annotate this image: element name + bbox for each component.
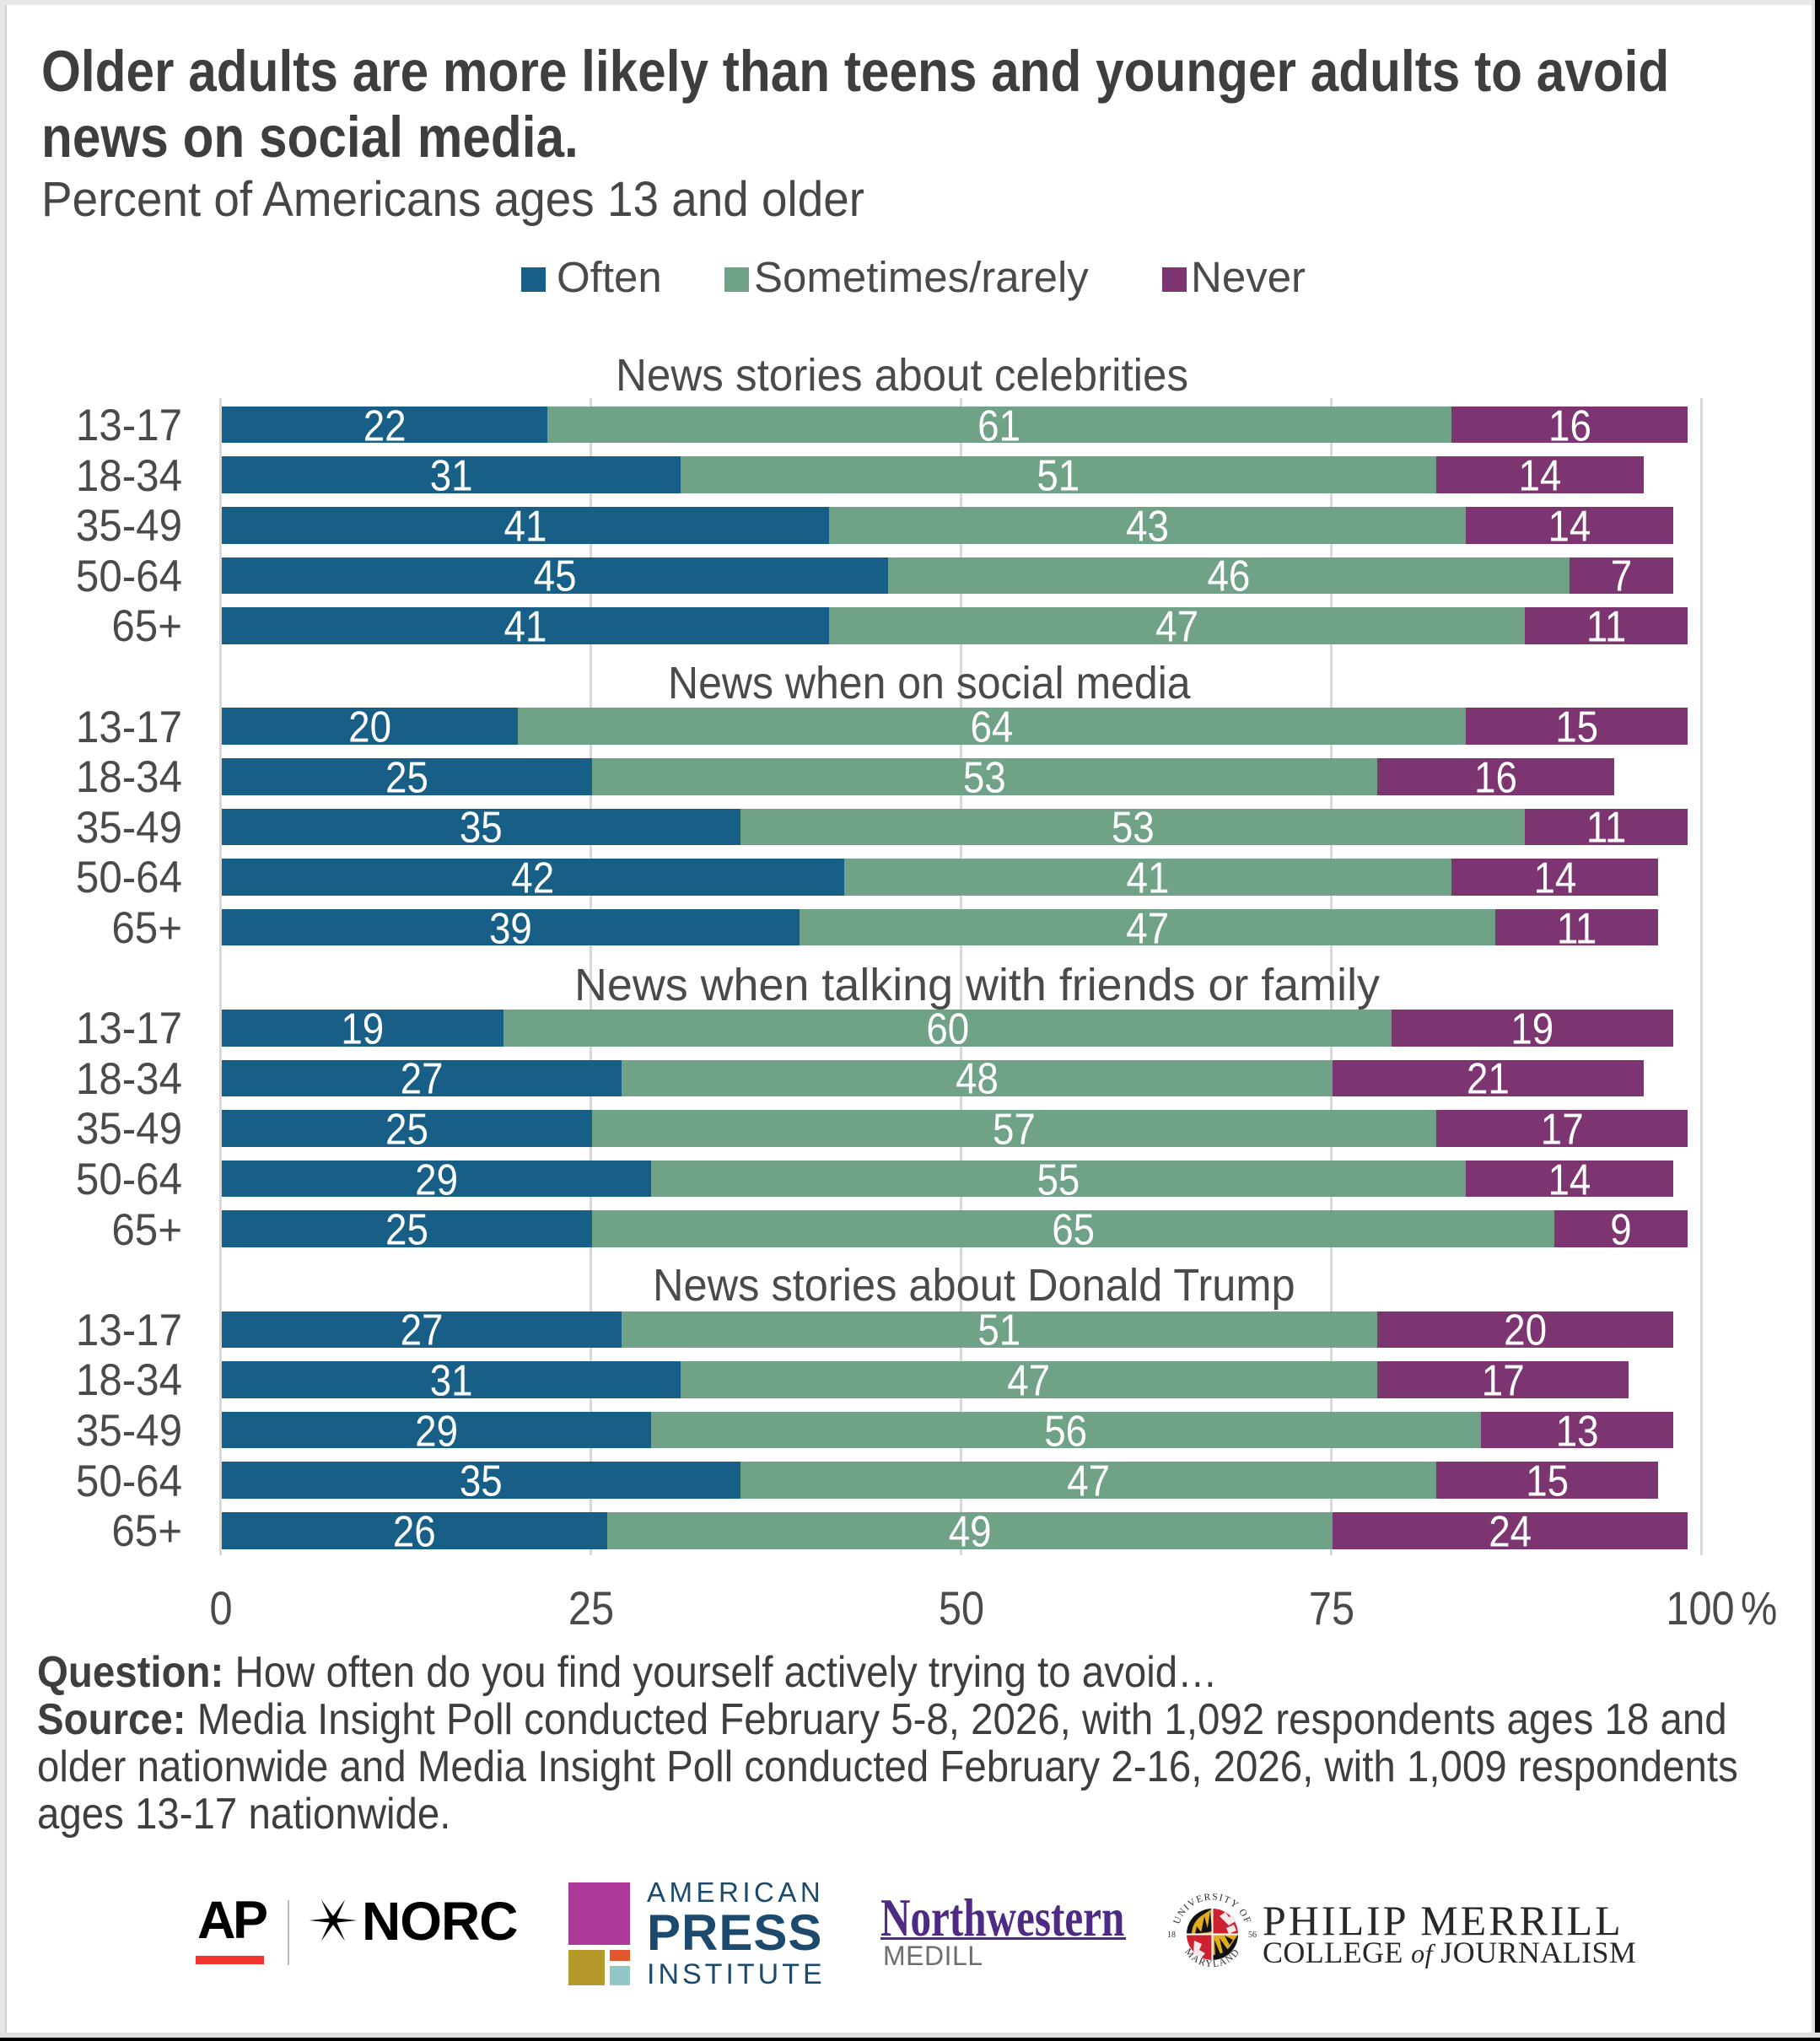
svg-text:56: 56 <box>1248 1931 1257 1940</box>
svg-text:18: 18 <box>1167 1931 1176 1940</box>
